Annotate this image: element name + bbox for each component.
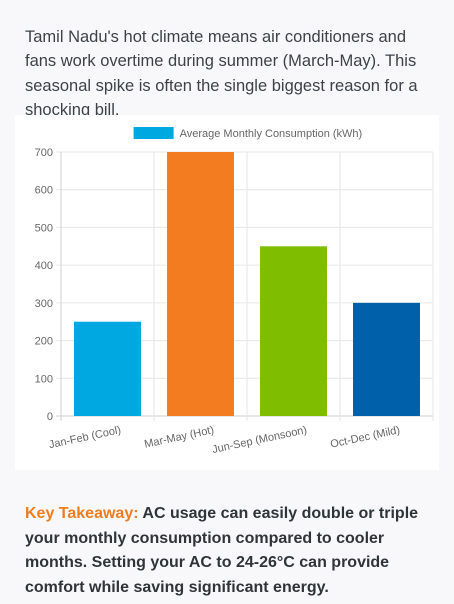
legend-label: Average Monthly Consumption (kWh) xyxy=(180,128,363,140)
y-tick-label: 300 xyxy=(35,298,53,310)
y-tick-label: 100 xyxy=(35,373,53,385)
bar-1 xyxy=(74,321,141,416)
x-tick-label: Oct-Dec (Mild) xyxy=(329,424,401,450)
y-tick-label: 0 xyxy=(47,411,53,423)
bar-3 xyxy=(260,246,327,416)
takeaway-label: Key Takeaway: xyxy=(25,505,139,522)
key-takeaway: Key Takeaway: AC usage can easily double… xyxy=(25,502,435,600)
y-tick-label: 600 xyxy=(35,185,53,197)
consumption-chart: 0 100 200 300 400 500 600 700 Jan-Feb (Cool) Mar-… xyxy=(15,115,439,470)
takeaway-text: AC usage can easily double or triple you… xyxy=(25,505,419,596)
intro-paragraph: Tamil Nadu's hot climate means air condi… xyxy=(25,27,418,120)
y-tick-label: 400 xyxy=(35,260,53,272)
bar-2 xyxy=(167,152,234,416)
x-tick-label: Jan-Feb (Cool) xyxy=(48,424,122,451)
y-tick-label: 500 xyxy=(35,222,53,234)
chart-canvas: 0 100 200 300 400 500 600 700 Jan-Feb (Cool) Mar-… xyxy=(35,127,434,456)
x-tick-label: Jun-Sep (Monsoon) xyxy=(211,424,308,456)
x-tick-label: Mar-May (Hot) xyxy=(143,424,215,450)
y-tick-label: 200 xyxy=(35,336,53,348)
legend-swatch xyxy=(133,127,174,139)
y-tick-label: 700 xyxy=(35,147,53,159)
bar-4 xyxy=(353,302,420,416)
